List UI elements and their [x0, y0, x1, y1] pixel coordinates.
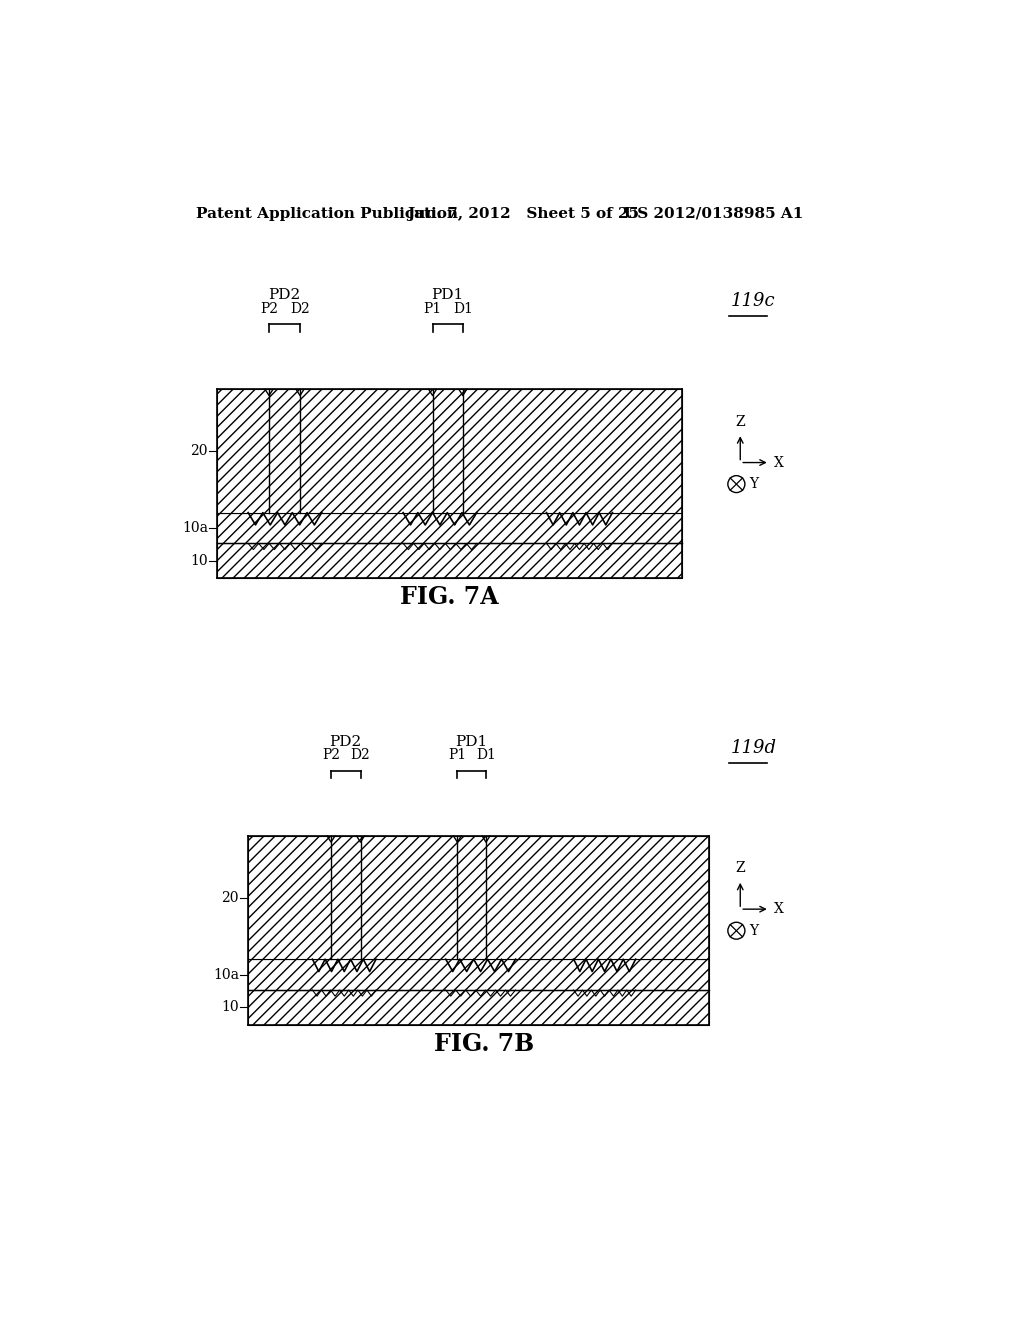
Text: D2: D2 — [290, 301, 310, 315]
Text: P1: P1 — [449, 748, 467, 762]
Text: 20: 20 — [221, 891, 239, 904]
Bar — [248, 960, 710, 990]
Text: Y: Y — [749, 924, 758, 937]
Text: X: X — [774, 455, 784, 470]
Text: Patent Application Publication: Patent Application Publication — [197, 207, 458, 220]
Text: 20: 20 — [190, 444, 208, 458]
Text: 10: 10 — [190, 553, 208, 568]
Text: D1: D1 — [453, 301, 473, 315]
Text: 10a: 10a — [213, 968, 239, 982]
Text: 119d: 119d — [731, 739, 777, 756]
Text: Z: Z — [735, 414, 745, 429]
Bar — [217, 389, 682, 512]
Text: P2: P2 — [323, 748, 340, 762]
Text: US 2012/0138985 A1: US 2012/0138985 A1 — [624, 207, 804, 220]
Text: 119c: 119c — [731, 292, 775, 310]
Bar — [248, 990, 710, 1024]
Text: PD2: PD2 — [268, 289, 301, 302]
Text: Jun. 7, 2012   Sheet 5 of 25: Jun. 7, 2012 Sheet 5 of 25 — [407, 207, 639, 220]
Text: D2: D2 — [350, 748, 371, 762]
Bar — [248, 836, 710, 960]
Text: X: X — [774, 902, 784, 916]
Text: P2: P2 — [260, 301, 279, 315]
Text: Z: Z — [735, 861, 745, 875]
Text: FIG. 7B: FIG. 7B — [434, 1032, 535, 1056]
Text: PD2: PD2 — [330, 735, 361, 748]
Text: PD1: PD1 — [456, 735, 487, 748]
Text: Y: Y — [749, 477, 758, 491]
Text: 10a: 10a — [182, 521, 208, 535]
Text: 10: 10 — [221, 1001, 239, 1014]
Text: PD1: PD1 — [431, 289, 464, 302]
Bar — [217, 544, 682, 578]
Text: FIG. 7A: FIG. 7A — [400, 585, 499, 610]
Text: P1: P1 — [424, 301, 441, 315]
Text: D1: D1 — [476, 748, 496, 762]
Bar — [217, 512, 682, 544]
